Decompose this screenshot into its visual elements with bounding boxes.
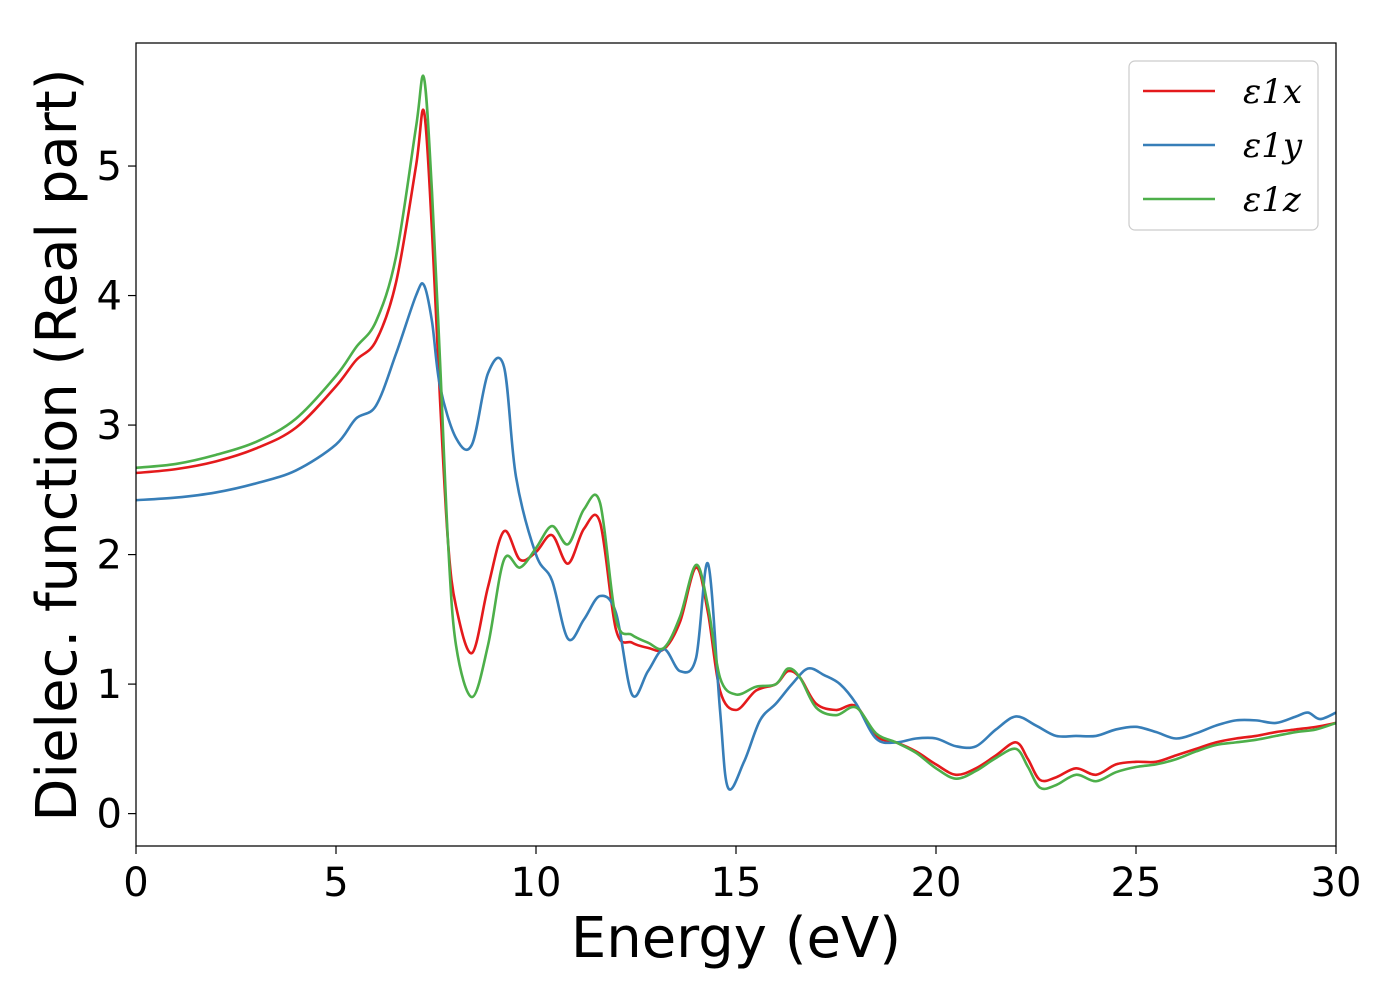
x-axis-title: Energy (eV) (571, 906, 901, 971)
legend-label: ε1x (1243, 72, 1302, 112)
x-tick-label: 5 (323, 860, 348, 906)
series-group (136, 74, 1336, 791)
series-line-eps1y (136, 282, 1336, 791)
series-line-eps1x (136, 108, 1336, 783)
y-axis-title: Dielec. function (Real part) (25, 68, 90, 821)
plot-area (136, 74, 1336, 791)
y-tick-label: 2 (97, 533, 122, 579)
x-tick-label: 10 (511, 860, 562, 906)
x-tick-label: 15 (711, 860, 762, 906)
legend: ε1x ε1y ε1z (1128, 60, 1319, 231)
y-tick-label: 0 (97, 792, 122, 838)
x-tick-label: 20 (911, 860, 962, 906)
plot-frame (135, 42, 1337, 847)
axis-ticks: 0 5 10 15 20 25 30 0 1 2 3 4 5 (97, 144, 1362, 906)
legend-label: ε1z (1243, 180, 1302, 220)
series-line-eps1z (136, 74, 1336, 791)
y-tick-label: 5 (97, 144, 122, 190)
legend-box (1128, 60, 1319, 231)
x-tick-label: 0 (123, 860, 148, 906)
x-tick-label: 25 (1111, 860, 1162, 906)
legend-label: ε1y (1243, 126, 1303, 166)
y-tick-label: 1 (97, 662, 122, 708)
y-tick-label: 3 (97, 403, 122, 449)
x-tick-label: 30 (1311, 860, 1362, 906)
y-tick-label: 4 (97, 274, 122, 320)
